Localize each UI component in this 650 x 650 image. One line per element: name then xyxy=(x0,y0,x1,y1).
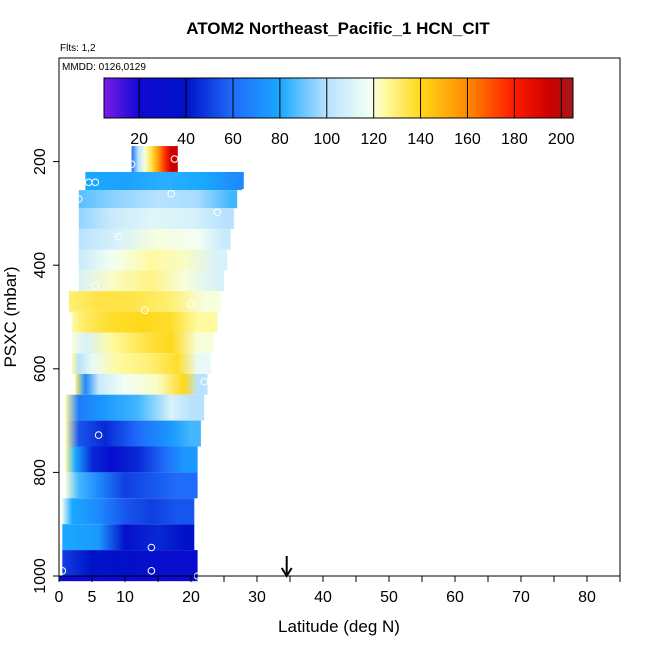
colorbar-tick-label-0: 20 xyxy=(130,131,148,148)
colorbar-tick-label-2: 60 xyxy=(224,131,242,148)
x-tick-label-0: 0 xyxy=(55,589,64,606)
heatmap-cell-14 xyxy=(65,446,198,473)
heatmap-band-16 xyxy=(62,498,195,525)
sample-point-3 xyxy=(91,178,100,187)
heatmap-band-18 xyxy=(62,550,198,576)
heatmap-cell-5 xyxy=(78,249,228,271)
sample-point-5 xyxy=(240,188,248,197)
heatmap-cell-7 xyxy=(68,291,221,312)
sample-point-6 xyxy=(75,195,83,203)
heatmap-band-14 xyxy=(65,446,198,473)
sample-point-11 xyxy=(61,305,70,314)
colorbar-tick-labels: 20 40 60 80 100 120 140 160 180 200 xyxy=(130,131,574,148)
heatmap-band-10 xyxy=(72,353,211,374)
y-tick-label-2: 600 xyxy=(32,355,49,382)
chart-title: ATOM2 Northeast_Pacific_1 HCN_CIT xyxy=(186,19,490,38)
colorbar-tick-label-7: 160 xyxy=(454,131,481,148)
heatmap-cell-15 xyxy=(65,472,198,499)
y-axis-title: PSXC (mbar) xyxy=(1,266,20,367)
y-axis: 200 400 600 800 1000 xyxy=(32,148,59,594)
x-tick-label-5: 40 xyxy=(314,589,332,606)
sample-point-10 xyxy=(187,300,195,308)
plot-area xyxy=(58,57,621,582)
date-note: MMDD: 0126,0129 xyxy=(62,62,146,73)
colorbar-gradient xyxy=(103,77,574,119)
sample-point-4 xyxy=(167,189,175,198)
sample-point-14 xyxy=(94,431,103,439)
x-tick-label-8: 70 xyxy=(512,589,530,606)
heatmap-band-4 xyxy=(78,228,231,250)
heatmap-band-19 xyxy=(59,576,198,582)
heatmap-band-11 xyxy=(75,373,208,395)
heatmap-cell-18 xyxy=(62,550,198,576)
sample-point-9 xyxy=(91,282,100,290)
flights-note: Flts: 1,2 xyxy=(60,43,96,54)
colorbar-tick-label-6: 140 xyxy=(407,131,434,148)
heatmap-band-12 xyxy=(65,394,205,421)
heatmap-band-1 xyxy=(85,171,244,191)
sample-point-1 xyxy=(170,155,179,163)
y-tick-label-0: 200 xyxy=(32,148,49,175)
x-tick-label-1: 5 xyxy=(88,589,97,606)
heatmap-band-9 xyxy=(72,332,215,354)
x-tick-label-4: 30 xyxy=(248,589,266,606)
x-tick-label-6: 50 xyxy=(380,589,398,606)
heatmap-cell-16 xyxy=(62,498,195,525)
x-tick-label-7: 60 xyxy=(446,589,464,606)
heatmap-cell-12 xyxy=(65,394,205,421)
heatmap-cell-2 xyxy=(78,190,238,209)
heatmap-band-0 xyxy=(131,146,178,172)
heatmap-cell-17 xyxy=(62,524,195,551)
latitude-arrow xyxy=(280,556,293,578)
heatmap-band-13 xyxy=(65,420,201,447)
sample-point-0 xyxy=(127,160,136,168)
heatmap-band-5 xyxy=(78,249,228,271)
sample-point-17 xyxy=(147,567,156,575)
heatmap-cell-1 xyxy=(85,171,244,191)
sample-point-7 xyxy=(213,208,222,217)
heatmap-band-7 xyxy=(68,291,221,312)
colorbar-tick-label-8: 180 xyxy=(501,131,528,148)
colorbar-tick-label-3: 80 xyxy=(271,131,289,148)
heatmap-cell-0 xyxy=(131,146,178,172)
heatmap-cell-11 xyxy=(75,373,208,395)
colorbar-tick-label-4: 100 xyxy=(313,131,340,148)
heatmap-band-8 xyxy=(72,311,218,333)
sample-point-8 xyxy=(114,232,123,241)
colorbar-divisions xyxy=(138,78,562,118)
heatmap-bands xyxy=(59,146,244,582)
heatmap-band-6 xyxy=(78,270,224,292)
heatmap-cell-4 xyxy=(78,228,231,250)
heatmap-cell-10 xyxy=(72,353,211,374)
heatmap-band-2 xyxy=(78,190,238,209)
heatmap-cell-19 xyxy=(59,576,198,582)
sample-point-13 xyxy=(200,377,208,386)
x-tick-label-3: 20 xyxy=(182,589,200,606)
latitude-arrow-head xyxy=(280,567,293,578)
colorbar-tick-label-9: 200 xyxy=(548,131,575,148)
x-tick-label-9: 80 xyxy=(578,589,596,606)
x-axis: 0 5 10 20 30 40 50 60 70 80 xyxy=(55,576,621,606)
y-tick-label-3: 800 xyxy=(32,459,49,486)
heatmap-band-15 xyxy=(65,472,198,499)
colorbar-tick-label-5: 120 xyxy=(360,131,387,148)
plot-frame xyxy=(58,57,621,577)
sample-point-15 xyxy=(147,543,156,552)
x-tick-label-2: 10 xyxy=(116,589,134,606)
heatmap-cell-13 xyxy=(65,420,201,447)
heatmap-band-3 xyxy=(78,208,234,229)
colorbar-tick-label-1: 40 xyxy=(177,131,195,148)
colorbar: 20 40 60 80 100 120 140 160 180 200 xyxy=(103,77,575,148)
heatmap-cell-3 xyxy=(78,208,234,229)
y-tick-label-4: 1000 xyxy=(32,558,49,594)
heatmap-cell-9 xyxy=(72,332,215,354)
heatmap-cell-8 xyxy=(72,311,218,333)
heatmap-band-17 xyxy=(62,524,195,551)
sample-point-12 xyxy=(141,306,149,315)
y-tick-label-1: 400 xyxy=(32,252,49,279)
heatmap-cell-6 xyxy=(78,270,224,292)
x-axis-title: Latitude (deg N) xyxy=(278,617,400,636)
